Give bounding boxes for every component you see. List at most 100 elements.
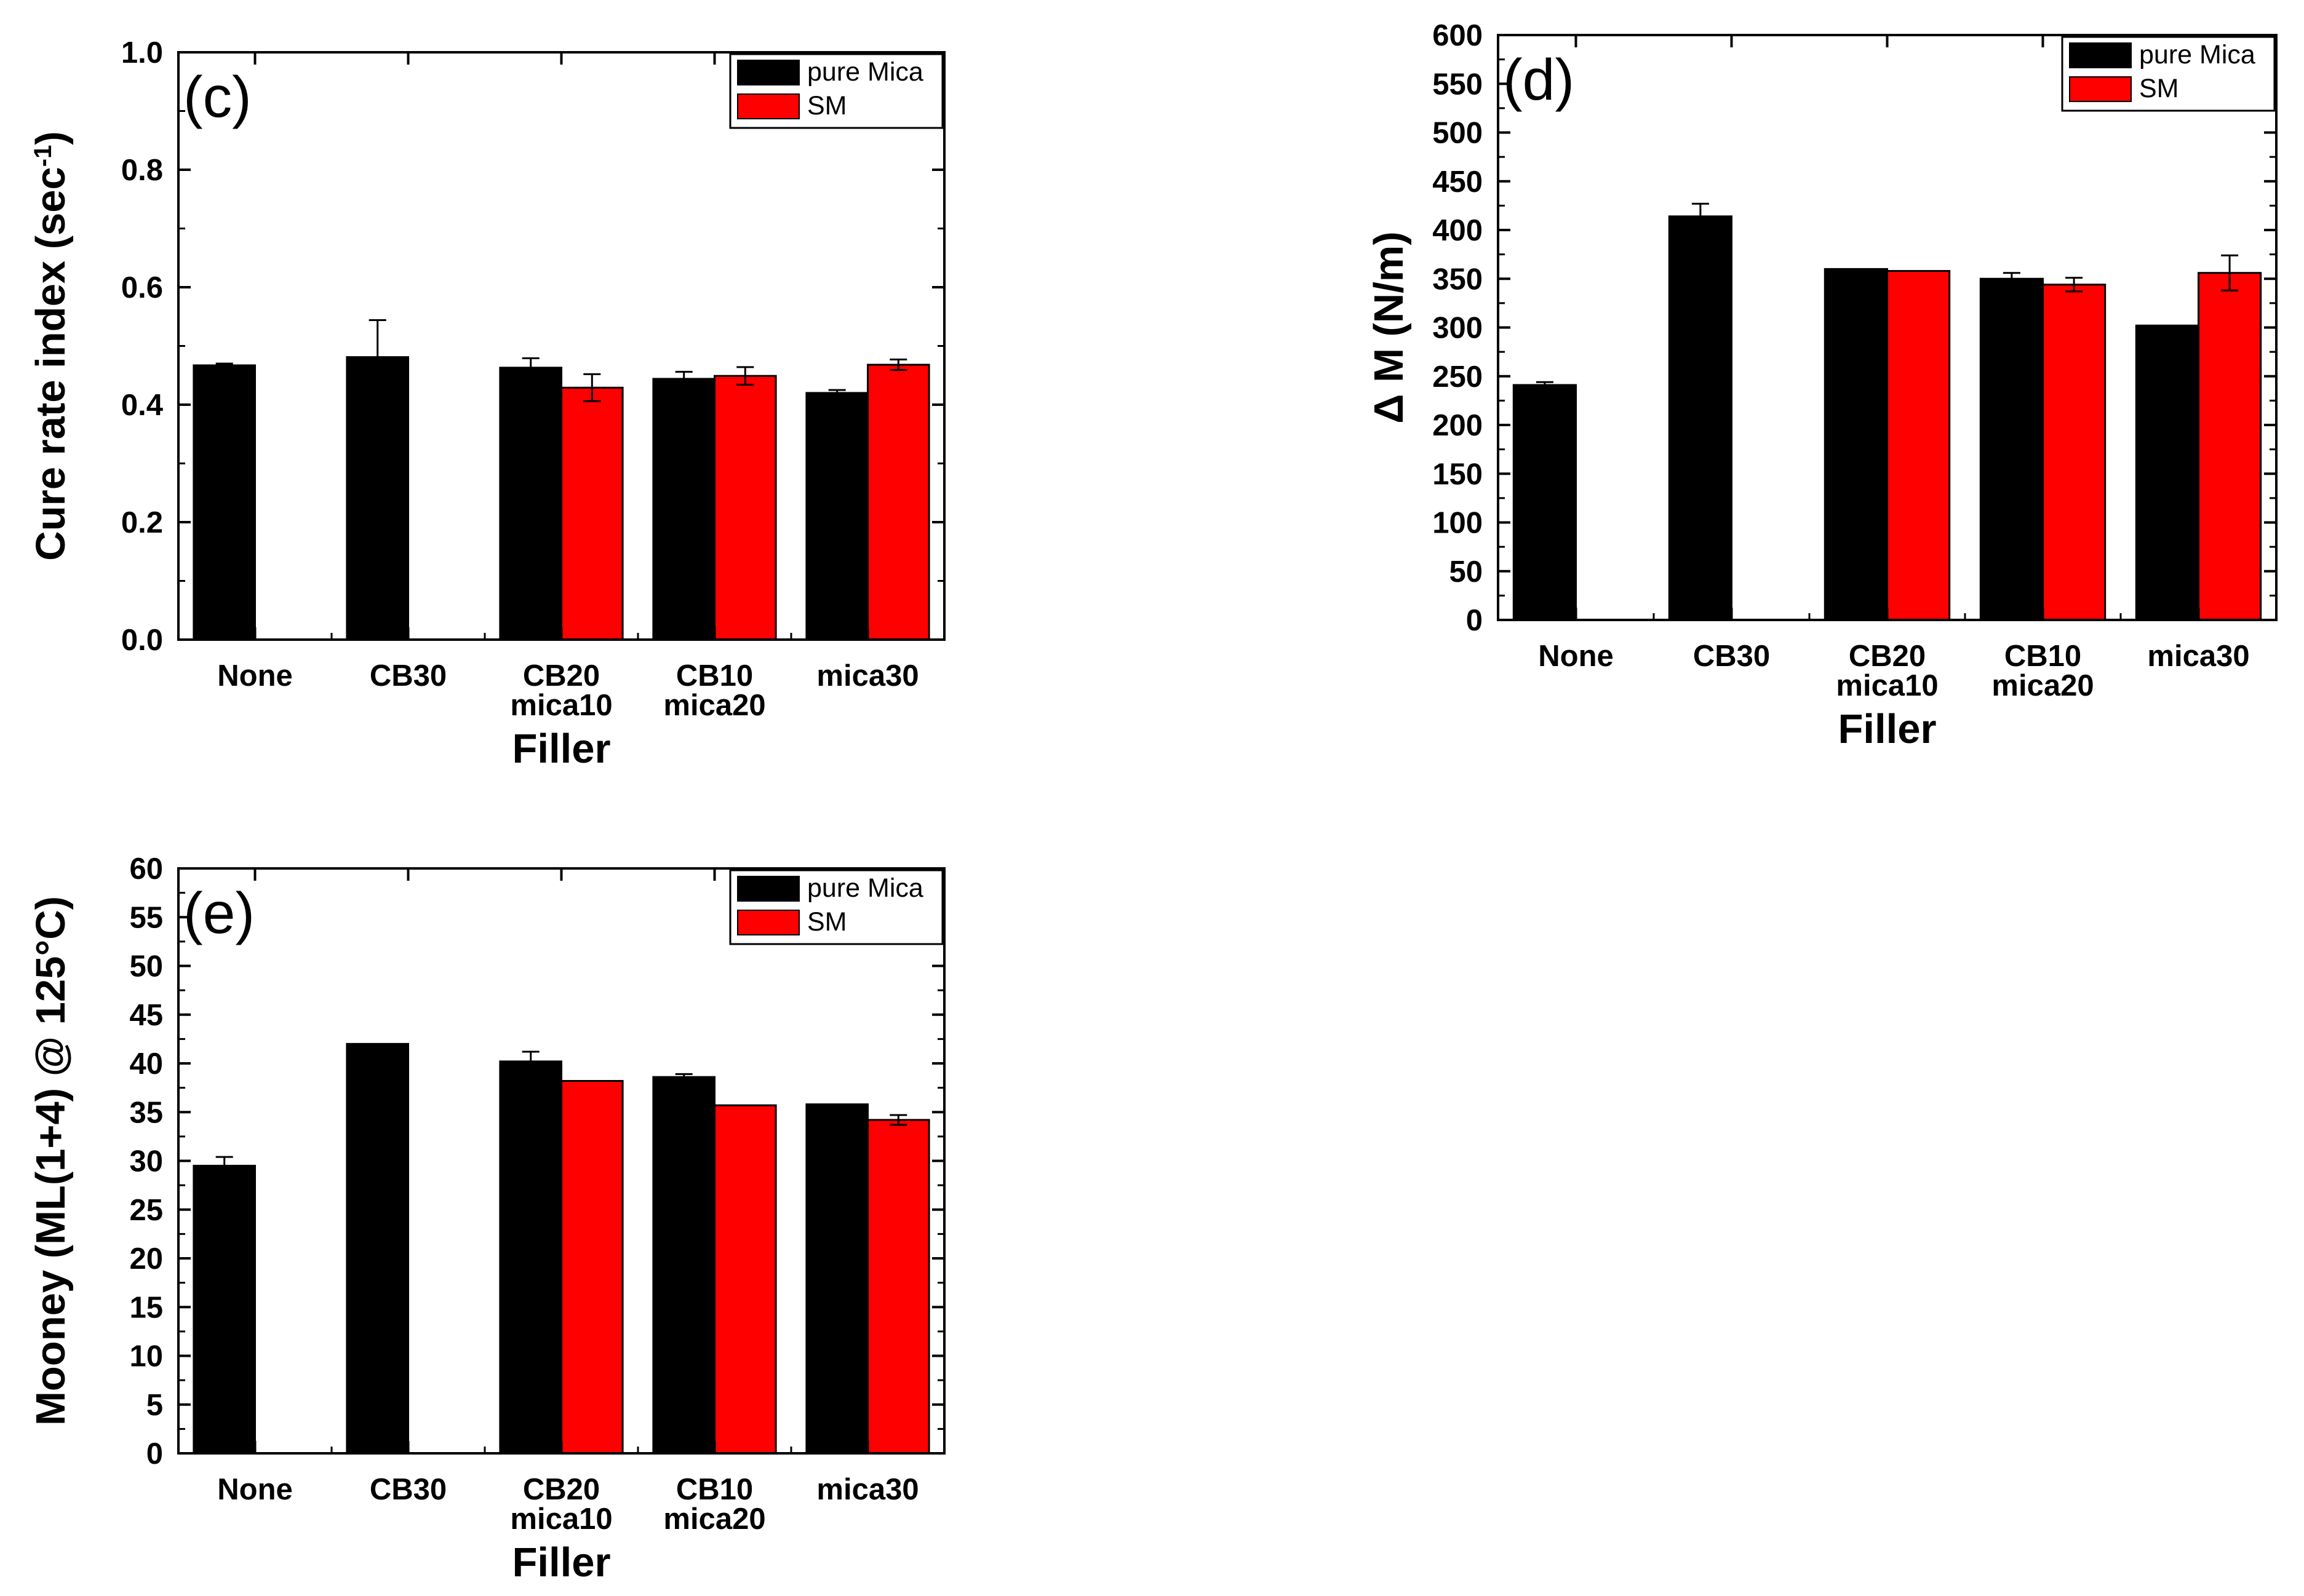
y-tick-label: 200 <box>1432 409 1483 442</box>
bar-sm-2 <box>560 386 624 641</box>
x-tick-label: CB30 <box>370 1473 447 1506</box>
x-tick-label: CB20 <box>523 1473 600 1506</box>
y-tick-label: 50 <box>129 950 163 983</box>
legend-swatch-pure-mica <box>737 60 800 85</box>
legend-label: SM <box>807 907 847 937</box>
y-tick-label: 1.0 <box>121 36 163 69</box>
legend-label: pure Mica <box>807 57 923 87</box>
legend-swatch-sm <box>2069 76 2132 102</box>
y-tick-label: 0.6 <box>121 271 163 304</box>
y-axis-suffix: ) <box>28 131 74 145</box>
y-tick-label: 35 <box>129 1096 163 1129</box>
x-tick-label: mica10 <box>510 689 612 722</box>
y-tick-label: 0.0 <box>121 624 163 657</box>
x-axis-title: Filler <box>1838 706 1936 752</box>
y-tick-label: 300 <box>1432 312 1483 345</box>
x-tick-label: CB10 <box>676 1473 753 1506</box>
x-tick-label: mica30 <box>816 1473 919 1506</box>
x-tick-label: CB30 <box>1693 640 1770 673</box>
y-tick-label: 450 <box>1432 165 1483 199</box>
bar-pure-mica-3 <box>1979 277 2044 621</box>
x-tick-label: mica30 <box>2147 640 2249 673</box>
bar-sm-3 <box>714 375 777 641</box>
bar-pure-mica-0 <box>193 1164 256 1455</box>
y-tick-label: 400 <box>1432 214 1483 247</box>
legend-swatch-pure-mica <box>737 876 800 902</box>
bar-pure-mica-1 <box>346 356 410 641</box>
y-tick-label: 250 <box>1432 360 1483 394</box>
bar-pure-mica-4 <box>2135 324 2200 621</box>
panel-label: (d) <box>1503 47 1574 113</box>
bar-pure-mica-0 <box>193 364 256 641</box>
bar-sm-4 <box>867 1119 930 1455</box>
panel-label: (c) <box>183 65 252 130</box>
y-tick-label: 30 <box>129 1145 163 1178</box>
bar-sm-4 <box>867 363 930 641</box>
x-tick-label: CB20 <box>1849 640 1926 673</box>
legend-swatch-sm <box>737 910 800 935</box>
legend: pure Mica SM <box>729 53 944 129</box>
y-axis-title: Mooney (ML(1+4) @ 125°C) <box>28 896 74 1426</box>
y-tick-label: 150 <box>1432 458 1483 491</box>
x-tick-label: None <box>217 1473 293 1506</box>
y-tick-label: 20 <box>129 1242 163 1276</box>
x-tick-label: mica20 <box>663 1503 765 1536</box>
y-tick-label: 500 <box>1432 117 1483 150</box>
x-tick-label: None <box>1538 640 1614 673</box>
panel-label: (e) <box>183 881 255 946</box>
y-tick-label: 350 <box>1432 263 1483 296</box>
bar-pure-mica-0 <box>1512 384 1577 621</box>
bar-sm-2 <box>1886 270 1951 621</box>
bar-pure-mica-3 <box>652 1076 716 1455</box>
bar-pure-mica-1 <box>1668 215 1733 621</box>
x-tick-label: mica30 <box>816 659 919 693</box>
bar-sm-3 <box>2042 284 2107 621</box>
x-tick-label: mica20 <box>663 689 765 722</box>
bar-sm-4 <box>2198 272 2262 621</box>
legend-label: pure Mica <box>2139 40 2255 69</box>
x-tick-label: CB10 <box>2004 640 2081 673</box>
legend-label: SM <box>807 91 847 121</box>
y-tick-label: 100 <box>1432 507 1483 540</box>
x-axis-title: Filler <box>512 1539 610 1586</box>
x-tick-label: mica10 <box>1836 669 1938 702</box>
y-tick-label: 0.4 <box>121 389 163 422</box>
y-axis-title: Δ M (N/m) <box>1366 231 1412 423</box>
x-axis-title: Filler <box>512 726 610 772</box>
bar-pure-mica-4 <box>805 1103 869 1455</box>
x-tick-label: mica10 <box>510 1503 612 1536</box>
bar-sm-3 <box>714 1104 777 1455</box>
bar-pure-mica-1 <box>346 1042 410 1455</box>
bar-pure-mica-4 <box>805 392 869 641</box>
y-tick-label: 600 <box>1432 19 1483 52</box>
legend: pure Mica SM <box>729 869 944 945</box>
legend-swatch-sm <box>737 93 800 119</box>
y-tick-label: 55 <box>129 901 163 934</box>
bar-pure-mica-2 <box>499 367 563 641</box>
legend-label: SM <box>2139 74 2179 103</box>
bar-pure-mica-2 <box>1824 268 1889 621</box>
bar-pure-mica-2 <box>499 1060 563 1455</box>
y-tick-label: 10 <box>129 1340 163 1373</box>
y-axis-superscript: -1 <box>30 145 57 167</box>
x-tick-label: CB30 <box>370 659 447 693</box>
y-tick-label: 45 <box>129 999 163 1032</box>
bar-pure-mica-3 <box>652 378 716 641</box>
y-tick-label: 5 <box>146 1389 163 1422</box>
bar-sm-2 <box>560 1080 624 1455</box>
x-tick-label: mica20 <box>1991 669 2094 702</box>
x-tick-label: None <box>217 659 293 693</box>
y-tick-label: 0 <box>146 1437 163 1471</box>
y-tick-label: 25 <box>129 1194 163 1227</box>
y-tick-label: 60 <box>129 852 163 886</box>
y-tick-label: 0.8 <box>121 154 163 187</box>
legend-swatch-pure-mica <box>2069 42 2132 68</box>
y-tick-label: 0 <box>1466 604 1483 637</box>
legend: pure Mica SM <box>2061 36 2276 112</box>
y-tick-label: 0.2 <box>121 506 163 539</box>
y-tick-label: 40 <box>129 1047 163 1081</box>
y-axis-title: Cure rate index (sec-1) <box>28 131 74 560</box>
